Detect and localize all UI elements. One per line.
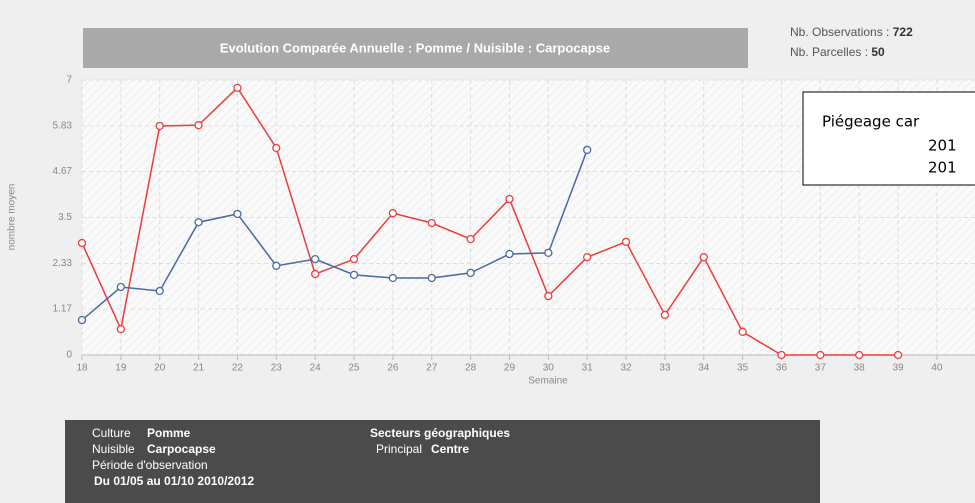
data-point <box>388 273 398 283</box>
data-point <box>272 143 281 153</box>
x-tick-label: 25 <box>348 363 360 374</box>
stat: Nb. Parcelles : 50 <box>790 45 885 59</box>
stat: Nb. Observations : 722 <box>790 25 913 39</box>
data-point <box>466 234 475 244</box>
info-value: Centre <box>431 442 469 456</box>
x-tick-label: 28 <box>465 363 477 374</box>
data-point <box>349 270 359 280</box>
legend-entry: 201 <box>928 137 957 155</box>
chart-title: Evolution Comparée Annuelle : Pomme / Nu… <box>220 40 610 55</box>
legend-box <box>802 91 975 186</box>
info-value: Du 01/05 au 01/10 2010/2012 <box>94 474 254 488</box>
data-point <box>855 350 864 360</box>
data-point <box>116 324 126 334</box>
data-point <box>388 209 398 218</box>
x-tick-label: 20 <box>154 363 166 374</box>
info-label: Principal <box>376 442 422 456</box>
x-tick-label: 31 <box>582 363 594 374</box>
data-point <box>311 254 320 264</box>
data-point <box>77 315 87 325</box>
data-point <box>427 218 436 228</box>
legend-title: Piégeage car <box>822 113 920 131</box>
data-point <box>349 254 359 264</box>
info-label: Culture <box>92 426 131 440</box>
title-bar <box>83 28 748 68</box>
x-tick-label: 26 <box>387 363 399 374</box>
info-row: Nuisible Carpocapse <box>92 442 216 456</box>
x-tick-label: 22 <box>232 363 244 374</box>
x-axis-label: Semaine <box>528 376 568 387</box>
data-point <box>699 253 708 262</box>
data-point <box>155 286 164 296</box>
x-tick-label: 37 <box>815 363 827 374</box>
data-point <box>233 83 242 93</box>
data-point <box>272 261 281 270</box>
info-row: Culture Pomme <box>92 426 191 440</box>
info-row: Principal Centre <box>376 442 469 456</box>
data-point <box>505 249 514 259</box>
x-tick-label: 30 <box>543 363 555 374</box>
data-point <box>505 194 514 204</box>
data-point <box>155 121 164 131</box>
data-point <box>427 273 436 283</box>
info-value: Pomme <box>147 426 191 440</box>
x-tick-label: 18 <box>76 363 88 374</box>
info-label: Secteurs géographiques <box>370 426 510 440</box>
data-point <box>466 268 475 278</box>
y-tick-label: 3.5 <box>58 212 72 223</box>
y-axis-label: nombre moyen <box>7 184 18 251</box>
data-point <box>621 237 631 247</box>
info-panel <box>65 420 820 503</box>
data-point <box>544 291 553 301</box>
series-line <box>81 149 588 321</box>
y-tick-label: 7 <box>66 75 72 86</box>
x-tick-label: 40 <box>931 363 943 374</box>
data-point <box>583 253 592 262</box>
x-tick-label: 21 <box>193 363 205 374</box>
data-point <box>583 145 592 155</box>
data-point <box>660 310 670 320</box>
data-point <box>116 282 126 292</box>
data-point <box>77 238 87 248</box>
x-tick-label: 19 <box>115 363 127 374</box>
data-point <box>194 218 203 227</box>
stat-value: 50 <box>871 45 885 59</box>
x-tick-label: 35 <box>737 363 749 374</box>
y-tick-label: 1.17 <box>53 304 73 315</box>
data-point <box>544 248 553 258</box>
series-line <box>81 86 899 356</box>
y-tick-label: 4.67 <box>53 166 73 177</box>
y-tick-label: 2.33 <box>53 258 73 269</box>
x-tick-label: 34 <box>698 363 710 374</box>
x-tick-label: 33 <box>659 363 671 374</box>
x-tick-label: 38 <box>854 363 866 374</box>
data-point <box>777 350 786 360</box>
y-tick-label: 0 <box>66 350 72 361</box>
x-tick-label: 23 <box>271 363 283 374</box>
x-tick-label: 32 <box>620 363 632 374</box>
stat-label: Nb. Observations : <box>790 25 889 39</box>
info-value: Carpocapse <box>147 442 216 456</box>
data-point <box>233 209 242 219</box>
data-point <box>893 350 903 360</box>
x-tick-label: 39 <box>892 363 904 374</box>
x-tick-label: 24 <box>310 363 322 374</box>
x-tick-label: 27 <box>426 363 438 374</box>
stat-value: 722 <box>893 25 913 39</box>
data-point <box>194 121 203 130</box>
x-tick-label: 29 <box>504 363 516 374</box>
data-point <box>738 327 747 336</box>
stat-label: Nb. Parcelles : <box>790 45 868 59</box>
data-point <box>816 350 825 360</box>
x-tick-label: 36 <box>776 363 788 374</box>
data-point <box>311 269 320 279</box>
y-tick-label: 5.83 <box>53 121 73 132</box>
legend-entry: 201 <box>928 159 957 177</box>
info-label: Nuisible <box>92 442 135 456</box>
info-label: Période d'observation <box>92 458 208 472</box>
